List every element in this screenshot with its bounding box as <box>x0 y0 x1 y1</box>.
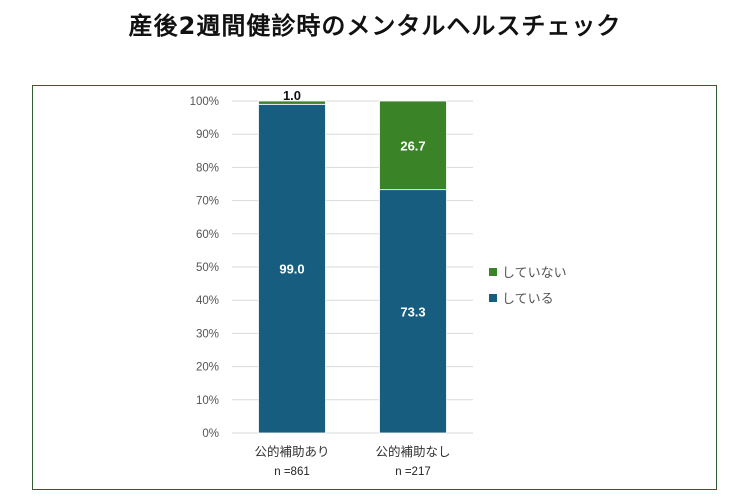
legend-label: していない <box>502 266 567 281</box>
y-tick-label: 60% <box>196 229 219 241</box>
y-tick-label: 30% <box>196 328 219 340</box>
bar-segment-shiteiru <box>379 189 447 434</box>
bar-segment-shiteinai <box>258 100 326 105</box>
y-tick-label: 40% <box>196 295 219 307</box>
data-label: 26.7 <box>400 138 425 153</box>
bar-segment-shiteiru <box>258 103 326 434</box>
legend-label: している <box>502 292 554 307</box>
data-label: 99.0 <box>279 262 304 277</box>
bar-segment-shiteinai <box>379 100 447 191</box>
y-tick-label: 0% <box>202 428 219 440</box>
category-label: 公的補助なし <box>375 444 450 459</box>
sample-size-label: n =861 <box>274 466 310 478</box>
y-tick-label: 100% <box>190 96 219 108</box>
page-title: 産後2週間健診時のメンタルヘルスチェック <box>128 12 622 40</box>
legend-swatch <box>489 294 497 302</box>
data-label: 1.0 <box>283 88 301 103</box>
y-tick-label: 50% <box>196 262 219 274</box>
y-tick-label: 70% <box>196 196 219 208</box>
y-tick-label: 90% <box>196 129 219 141</box>
y-tick-label: 80% <box>196 162 219 174</box>
legend-swatch <box>489 268 497 276</box>
chart-frame <box>32 85 717 490</box>
y-tick-label: 20% <box>196 362 219 374</box>
data-label: 73.3 <box>400 304 425 319</box>
y-tick-label: 10% <box>196 395 219 407</box>
sample-size-label: n =217 <box>395 466 431 478</box>
category-label: 公的補助あり <box>254 444 329 459</box>
